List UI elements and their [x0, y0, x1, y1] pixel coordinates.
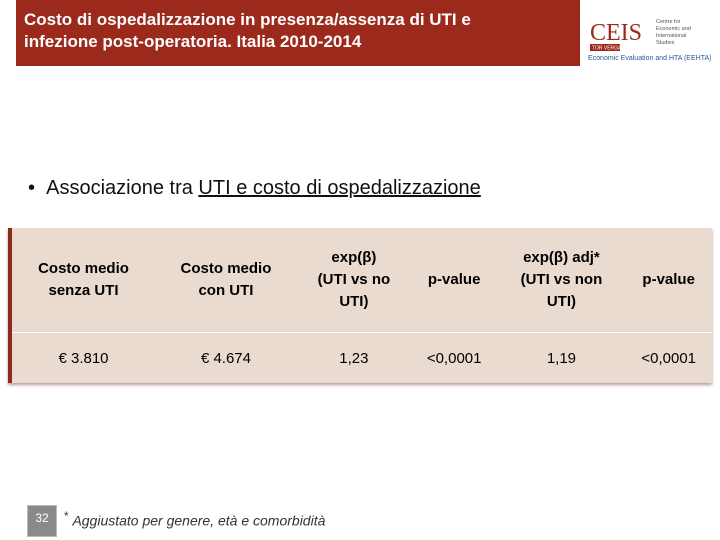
logo: CEIS TOR VERGATA Centre for Economic and…: [588, 19, 711, 62]
header-line: p-value: [642, 271, 695, 288]
header-cell: Costo medio senza UTI: [10, 228, 155, 333]
header-line: UTI): [546, 293, 576, 310]
table-cell: <0,0001: [641, 349, 696, 367]
footnote-text: Aggiustato per genere, età e comorbidità: [72, 512, 326, 529]
table-cell: € 4.674: [200, 349, 251, 367]
header-line: (UTI vs no: [317, 271, 391, 288]
header-line: Costo medio: [180, 260, 272, 277]
header-cell: Costo medio con UTI: [155, 228, 297, 333]
header-line: con UTI: [198, 282, 254, 299]
bullet: • Associazione tra UTI e costo di ospeda…: [28, 177, 481, 199]
header: Costo di ospedalizzazione in presenza/as…: [16, 0, 580, 66]
logo-tagline: Economic and: [656, 26, 691, 32]
table-body: € 3.810 € 4.674 1,23 <0,0001 1,19 <0,0001: [10, 333, 712, 384]
header-line: UTI): [339, 293, 369, 310]
table-cell: 1,23: [339, 349, 369, 367]
header-cell: p-value: [625, 228, 712, 333]
logo-name: CEIS: [590, 20, 642, 46]
logo-tagline: Studies: [656, 40, 675, 46]
table: Costo medio senza UTI Costo medio con UTI ex…: [8, 228, 712, 383]
title-line: infezione post-operatoria. Italia 2010-2…: [24, 32, 362, 51]
header-row: Costo medio senza UTI Costo medio con UTI ex…: [10, 228, 712, 333]
footnote-mark: *: [64, 510, 69, 523]
logo-unit: Economic Evaluation and HTA (EEHTA): [588, 55, 711, 62]
header-line: p-value: [427, 271, 481, 288]
table-cell: 1,19: [546, 349, 577, 367]
logo-tagline: International: [656, 33, 686, 39]
logo-tagline: Centre for: [656, 19, 681, 25]
header-cell: exp(β) (UTI vs no UTI): [296, 228, 411, 333]
table-cell: € 3.810: [58, 349, 109, 367]
bullet-text: Associazione tra: [46, 177, 199, 199]
page-number: 32: [27, 505, 57, 537]
header-line: exp(β): [331, 249, 377, 266]
title-line: Costo di ospedalizzazione in presenza/as…: [24, 10, 471, 29]
footnote: * Aggiustato per genere, età e comorbidi…: [64, 510, 325, 529]
logo-badge-bg: [590, 44, 620, 51]
bullet-underlined: UTI e costo di ospedalizzazione: [198, 177, 481, 199]
header-line: (UTI vs non: [520, 271, 603, 288]
table-cell: <0,0001: [426, 349, 482, 367]
header-line: senza UTI: [48, 282, 119, 299]
logo-badge: TOR VERGATA: [592, 46, 628, 52]
header-line: Costo medio: [38, 260, 129, 277]
table-row: € 3.810 € 4.674 1,23 <0,0001 1,19 <0,0001: [10, 333, 712, 384]
header-cell: exp(β) adj* (UTI vs non UTI): [497, 228, 626, 333]
header-line: exp(β) adj*: [523, 249, 600, 266]
header-cell: p-value: [410, 228, 498, 333]
